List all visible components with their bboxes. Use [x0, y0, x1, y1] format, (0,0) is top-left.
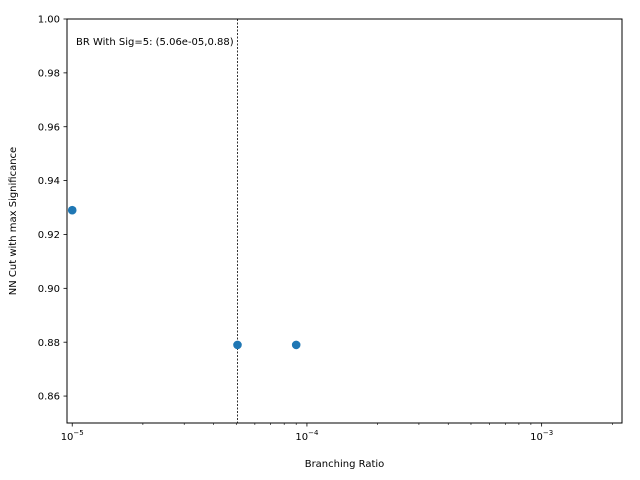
y-tick-label: 0.90 — [38, 284, 60, 295]
y-tick-label: 0.96 — [38, 122, 60, 133]
y-tick-label: 0.92 — [38, 230, 60, 241]
data-points — [67, 205, 301, 350]
annotation-text: BR With Sig=5: (5.06e-05,0.88) — [76, 37, 234, 48]
scatter-point — [67, 205, 77, 215]
x-tick-label: 10−4 — [295, 429, 319, 443]
y-tick-label: 0.94 — [38, 176, 60, 187]
x-tick-label: 10−3 — [530, 429, 553, 443]
y-tick-label: 0.86 — [38, 392, 60, 403]
plot-frame — [66, 18, 623, 424]
x-axis-label: Branching Ratio — [305, 459, 385, 470]
y-axis-ticks: 0.86 0.88 0.90 0.92 0.94 0.96 0.98 1.00 — [38, 15, 67, 403]
y-tick-label: 1.00 — [38, 15, 60, 26]
scatter-point — [233, 340, 242, 350]
y-tick-label: 0.88 — [38, 338, 60, 349]
x-axis-ticks: 10−5 10−4 10−3 — [61, 423, 553, 443]
plot-area — [67, 19, 622, 423]
y-tick-label: 0.98 — [38, 68, 60, 79]
scatter-point — [291, 340, 301, 350]
y-axis-label: NN Cut with max Significance — [8, 147, 19, 295]
x-tick-label: 10−5 — [61, 429, 84, 443]
